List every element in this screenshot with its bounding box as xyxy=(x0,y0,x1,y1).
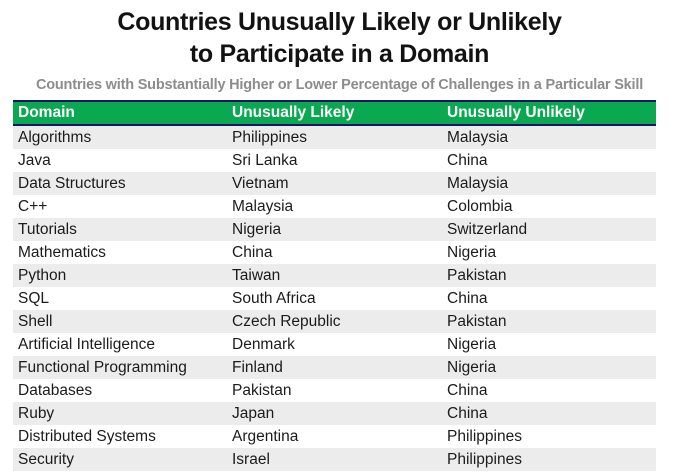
likely-cell: Japan xyxy=(232,404,275,422)
unlikely-cell: Malaysia xyxy=(447,174,509,192)
domains-table: Domain Unusually Likely Unusually Unlike… xyxy=(13,100,656,471)
table-row: Ruby Japan China xyxy=(13,402,656,425)
table-row: Python Taiwan Pakistan xyxy=(13,264,656,287)
table-row: Java Sri Lanka China xyxy=(13,149,656,172)
table-row: Functional Programming Finland Nigeria xyxy=(13,356,656,379)
unlikely-cell: Nigeria xyxy=(447,243,497,261)
chart-header: Countries Unusually Likely or Unlikely t… xyxy=(0,0,679,93)
page-subtitle: Countries with Substantially Higher or L… xyxy=(35,77,644,93)
unlikely-cell: Pakistan xyxy=(447,312,507,330)
likely-cell: Taiwan xyxy=(232,266,281,284)
domain-cell: Shell xyxy=(18,312,53,330)
domain-cell: SQL xyxy=(18,289,50,307)
domain-cell: Data Structures xyxy=(18,174,126,192)
unlikely-cell: China xyxy=(447,404,488,422)
table-row: SQL South Africa China xyxy=(13,287,656,310)
likely-cell: Argentina xyxy=(232,427,299,445)
table-header-row: Domain Unusually Likely Unusually Unlike… xyxy=(13,100,656,126)
table-row: Artificial Intelligence Denmark Nigeria xyxy=(13,333,656,356)
domain-cell: Ruby xyxy=(18,404,55,422)
unlikely-cell: Switzerland xyxy=(447,220,528,238)
unlikely-cell: Pakistan xyxy=(447,266,507,284)
table-row: Distributed Systems Argentina Philippines xyxy=(13,425,656,448)
unlikely-cell: China xyxy=(447,289,488,307)
domain-cell: Distributed Systems xyxy=(18,427,156,445)
domain-cell: Databases xyxy=(18,381,93,399)
table-row: Algorithms Philippines Malaysia xyxy=(13,126,656,149)
domain-cell: Python xyxy=(18,266,67,284)
likely-cell: Nigeria xyxy=(232,220,282,238)
domain-cell: Tutorials xyxy=(18,220,77,238)
likely-cell: Sri Lanka xyxy=(232,151,298,169)
table-body: Algorithms Philippines Malaysia Java Sri Lan… xyxy=(13,126,656,471)
likely-cell: Israel xyxy=(232,450,270,468)
column-header-domain: Domain xyxy=(18,104,75,121)
unlikely-cell: China xyxy=(447,381,488,399)
table-row: Security Israel Philippines xyxy=(13,448,656,471)
table-row: Data Structures Vietnam Malaysia xyxy=(13,172,656,195)
unlikely-cell: Nigeria xyxy=(447,358,497,376)
unlikely-cell: Malaysia xyxy=(447,128,509,146)
likely-cell: Finland xyxy=(232,358,283,376)
table-row: Tutorials Nigeria Switzerland xyxy=(13,218,656,241)
table-row: Databases Pakistan China xyxy=(13,379,656,402)
likely-cell: South Africa xyxy=(232,289,316,307)
likely-cell: Pakistan xyxy=(232,381,292,399)
likely-cell: Vietnam xyxy=(232,174,289,192)
unlikely-cell: Philippines xyxy=(447,427,522,445)
table-row: Mathematics China Nigeria xyxy=(13,241,656,264)
likely-cell: China xyxy=(232,243,273,261)
domain-cell: Functional Programming xyxy=(18,358,187,376)
unlikely-cell: Nigeria xyxy=(447,335,497,353)
column-header-unusually-unlikely: Unusually Unlikely xyxy=(447,104,585,121)
domain-cell: Artificial Intelligence xyxy=(18,335,155,353)
domain-cell: Java xyxy=(18,151,51,169)
table-row: Shell Czech Republic Pakistan xyxy=(13,310,656,333)
unlikely-cell: China xyxy=(447,151,488,169)
column-header-unusually-likely: Unusually Likely xyxy=(232,104,355,121)
unlikely-cell: Colombia xyxy=(447,197,513,215)
domain-cell: Mathematics xyxy=(18,243,106,261)
likely-cell: Denmark xyxy=(232,335,295,353)
domain-cell: C++ xyxy=(18,197,48,215)
table-row: C++ Malaysia Colombia xyxy=(13,195,656,218)
likely-cell: Czech Republic xyxy=(232,312,341,330)
domain-cell: Algorithms xyxy=(18,128,92,146)
page-title-line-2: to Participate in a Domain xyxy=(189,40,490,68)
unlikely-cell: Philippines xyxy=(447,450,522,468)
likely-cell: Philippines xyxy=(232,128,307,146)
page-title-line-1: Countries Unusually Likely or Unlikely xyxy=(117,8,562,36)
domain-cell: Security xyxy=(18,450,74,468)
likely-cell: Malaysia xyxy=(232,197,294,215)
